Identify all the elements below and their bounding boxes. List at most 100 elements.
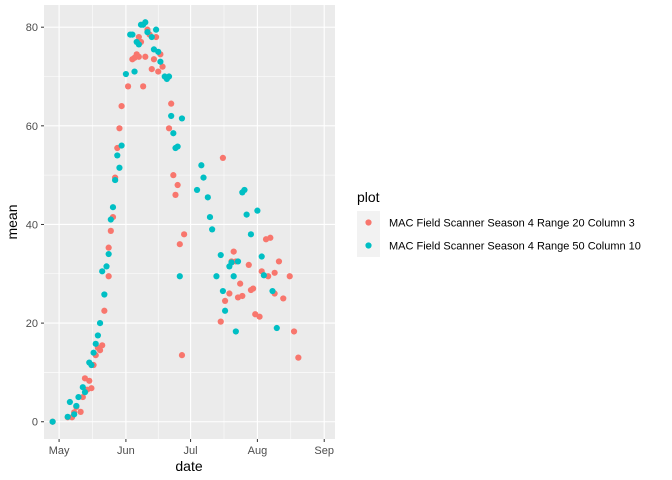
y-tick-label: 0 bbox=[32, 417, 38, 429]
data-point-series-2 bbox=[148, 33, 155, 41]
data-point-series-2 bbox=[88, 361, 95, 369]
data-point-series-1 bbox=[135, 53, 142, 60]
data-point-series-1 bbox=[219, 154, 227, 161]
y-tick-label: 20 bbox=[26, 318, 38, 330]
data-point-series-2 bbox=[109, 204, 117, 211]
data-point-series-2 bbox=[96, 320, 104, 327]
data-point-series-1 bbox=[168, 100, 175, 107]
data-point-series-2 bbox=[71, 411, 78, 418]
data-point-series-1 bbox=[159, 63, 166, 70]
x-tick-label: Aug bbox=[248, 445, 268, 457]
data-point-series-2 bbox=[247, 231, 255, 238]
data-point-series-1 bbox=[267, 234, 274, 241]
minor-gridlines bbox=[44, 5, 335, 439]
data-point-series-1 bbox=[105, 244, 112, 251]
data-point-series-2 bbox=[178, 115, 186, 122]
data-point-series-1 bbox=[280, 295, 287, 302]
data-point-series-2 bbox=[165, 73, 173, 80]
data-point-series-1 bbox=[174, 181, 181, 189]
data-point-series-1 bbox=[230, 248, 237, 255]
data-point-series-2 bbox=[112, 176, 119, 184]
data-point-series-1 bbox=[249, 285, 257, 292]
data-point-series-2 bbox=[73, 402, 80, 410]
data-point-series-2 bbox=[209, 226, 216, 233]
data-point-series-2 bbox=[131, 68, 138, 75]
data-point-series-1 bbox=[116, 125, 123, 132]
data-point-series-2 bbox=[200, 174, 207, 181]
data-point-series-2 bbox=[243, 211, 250, 218]
x-axis: May Jun Jul Aug Sep bbox=[49, 439, 334, 457]
data-point-series-2 bbox=[118, 142, 125, 149]
legend-key-2 bbox=[365, 242, 372, 249]
data-point-series-2 bbox=[260, 272, 267, 279]
data-point-series-2 bbox=[75, 393, 82, 401]
data-point-series-2 bbox=[269, 287, 276, 295]
data-point-series-2 bbox=[142, 19, 149, 26]
data-point-series-1 bbox=[165, 125, 173, 132]
data-point-series-1 bbox=[170, 172, 177, 179]
data-point-series-2 bbox=[206, 213, 214, 221]
x-tick-label: Jun bbox=[117, 445, 135, 457]
data-point-series-1 bbox=[286, 273, 293, 280]
data-point-series-1 bbox=[172, 191, 179, 198]
data-point-series-2 bbox=[81, 389, 89, 396]
data-point-series-1 bbox=[271, 269, 278, 276]
data-point-series-2 bbox=[254, 207, 261, 214]
data-point-series-2 bbox=[213, 273, 220, 280]
data-point-series-1 bbox=[226, 290, 233, 297]
data-point-series-1 bbox=[118, 103, 125, 110]
data-point-series-1 bbox=[178, 352, 186, 359]
y-axis-title: mean bbox=[4, 204, 20, 239]
data-point-series-1 bbox=[217, 318, 224, 325]
data-points bbox=[49, 19, 302, 425]
data-point-series-2 bbox=[155, 48, 162, 55]
data-point-series-2 bbox=[217, 251, 224, 259]
data-point-series-2 bbox=[114, 152, 121, 159]
y-tick-label: 40 bbox=[26, 219, 38, 231]
data-point-series-1 bbox=[105, 273, 112, 280]
data-point-series-2 bbox=[79, 384, 86, 391]
data-point-series-1 bbox=[96, 347, 104, 354]
x-tick-label: May bbox=[49, 445, 70, 457]
data-point-series-1 bbox=[107, 227, 114, 234]
data-point-series-2 bbox=[219, 287, 227, 295]
data-point-series-2 bbox=[168, 112, 175, 120]
data-point-series-1 bbox=[88, 385, 95, 392]
data-point-series-2 bbox=[101, 291, 108, 298]
data-point-series-1 bbox=[148, 66, 155, 73]
data-point-series-1 bbox=[275, 258, 283, 265]
data-point-series-2 bbox=[92, 340, 99, 347]
data-point-series-1 bbox=[135, 33, 142, 41]
data-point-series-1 bbox=[295, 354, 302, 361]
data-point-series-1 bbox=[221, 297, 229, 305]
data-point-series-1 bbox=[290, 328, 298, 335]
legend-label-2: MAC Field Scanner Season 4 Range 50 Colu… bbox=[389, 241, 641, 253]
major-gridlines bbox=[44, 5, 335, 439]
data-point-series-2 bbox=[228, 259, 235, 266]
data-point-series-2 bbox=[103, 263, 110, 270]
data-point-series-2 bbox=[273, 324, 280, 332]
data-point-series-2 bbox=[64, 413, 71, 420]
data-point-series-2 bbox=[122, 70, 130, 78]
legend-label-1: MAC Field Scanner Season 4 Range 20 Colu… bbox=[389, 218, 635, 230]
data-point-series-2 bbox=[170, 130, 177, 137]
data-point-series-2 bbox=[221, 307, 229, 314]
data-point-series-1 bbox=[152, 33, 160, 41]
y-tick-label: 80 bbox=[26, 22, 38, 34]
data-point-series-2 bbox=[193, 186, 201, 194]
data-point-series-2 bbox=[174, 143, 181, 150]
data-point-series-1 bbox=[256, 313, 263, 320]
data-point-series-1 bbox=[86, 377, 93, 384]
x-axis-title: date bbox=[175, 458, 202, 474]
data-point-series-1 bbox=[155, 68, 162, 75]
data-point-series-2 bbox=[230, 273, 237, 280]
data-point-series-2 bbox=[99, 268, 106, 275]
legend: plot MAC Field Scanner Season 4 Range 20… bbox=[357, 189, 641, 257]
data-point-series-2 bbox=[258, 253, 265, 260]
data-point-series-2 bbox=[129, 31, 136, 38]
data-point-series-1 bbox=[239, 292, 246, 300]
data-point-series-2 bbox=[176, 273, 183, 280]
data-point-series-1 bbox=[142, 53, 149, 60]
data-point-series-2 bbox=[241, 186, 248, 194]
